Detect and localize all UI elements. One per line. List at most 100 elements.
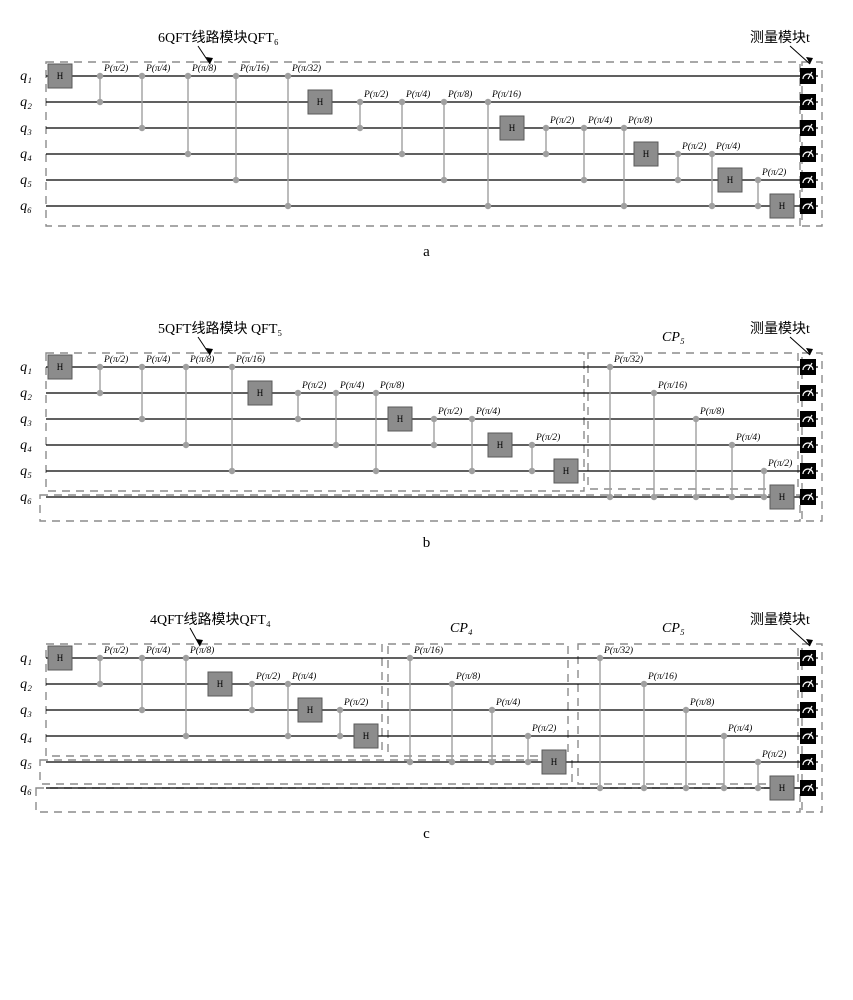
qubit-label: q₆ — [20, 490, 32, 505]
h-gate-label: H — [257, 388, 264, 398]
cp-dot-target — [295, 390, 301, 396]
module-label: CP₄ — [450, 621, 473, 636]
cp-dot-control — [651, 494, 657, 500]
phase-label: P(π/4) — [587, 115, 612, 126]
module-box — [588, 353, 798, 489]
cp-dot-target — [489, 707, 495, 713]
measure-gate — [800, 385, 816, 401]
measure-gate — [800, 68, 816, 84]
cp-dot-control — [139, 416, 145, 422]
cp-dot-target — [139, 73, 145, 79]
qubit-label: q₅ — [20, 173, 32, 188]
phase-label: P(π/2) — [535, 432, 560, 443]
cp-dot-control — [693, 494, 699, 500]
h-gate-label: H — [563, 466, 570, 476]
measure-gate — [800, 489, 816, 505]
cp-dot-target — [399, 99, 405, 105]
qubit-label: q₅ — [20, 464, 32, 479]
phase-label: P(π/4) — [339, 380, 364, 391]
cp-dot-control — [441, 177, 447, 183]
cp-dot-target — [185, 73, 191, 79]
cp-dot-target — [233, 73, 239, 79]
phase-label: P(π/4) — [727, 723, 752, 734]
measure-gate — [800, 702, 816, 718]
cp-dot-target — [597, 655, 603, 661]
cp-dot-target — [357, 99, 363, 105]
cp-dot-control — [183, 733, 189, 739]
phase-label: P(π/8) — [689, 697, 714, 708]
phase-label: P(π/16) — [239, 63, 269, 74]
cp-dot-target — [97, 364, 103, 370]
measure-gate — [800, 676, 816, 692]
callout-line — [790, 628, 810, 646]
module-label: 4QFT线路模块QFT₄ — [150, 612, 271, 628]
cp-dot-control — [755, 785, 761, 791]
cp-dot-control — [485, 203, 491, 209]
phase-label: P(π/16) — [235, 354, 265, 365]
cp-dot-target — [607, 364, 613, 370]
h-gate-label: H — [509, 123, 516, 133]
h-gate-label: H — [551, 757, 558, 767]
module-label: CP₅ — [662, 621, 685, 636]
cp-dot-target — [683, 707, 689, 713]
module-label: 测量模块t — [750, 30, 810, 46]
phase-label: P(π/2) — [681, 141, 706, 152]
cp-dot-target — [431, 416, 437, 422]
cp-dot-control — [407, 759, 413, 765]
cp-dot-target — [373, 390, 379, 396]
cp-dot-target — [249, 681, 255, 687]
phase-label: P(π/4) — [495, 697, 520, 708]
cp-dot-control — [597, 785, 603, 791]
cp-dot-control — [185, 151, 191, 157]
measure-gate — [800, 780, 816, 796]
cp-dot-target — [529, 442, 535, 448]
h-gate-label: H — [727, 175, 734, 185]
qubit-label: q₂ — [20, 677, 32, 692]
circuit-c: q₁q₂q₃q₄q₅q₆P(π/2)P(π/4)P(π/8)P(π/2)P(π/… — [10, 602, 843, 843]
phase-label: P(π/4) — [405, 89, 430, 100]
cp-dot-target — [641, 681, 647, 687]
subfigure-caption: b — [10, 535, 843, 552]
circuit-svg-b: q₁q₂q₃q₄q₅q₆P(π/2)P(π/4)P(π/8)P(π/16)P(π… — [10, 311, 830, 527]
cp-dot-control — [285, 203, 291, 209]
measure-gate — [800, 728, 816, 744]
measure-gate — [800, 146, 816, 162]
cp-dot-target — [229, 364, 235, 370]
cp-dot-target — [139, 655, 145, 661]
cp-dot-control — [675, 177, 681, 183]
measure-gate — [800, 359, 816, 375]
phase-label: P(π/2) — [343, 697, 368, 708]
cp-dot-target — [183, 655, 189, 661]
cp-dot-target — [407, 655, 413, 661]
phase-label: P(π/8) — [627, 115, 652, 126]
phase-label: P(π/2) — [531, 723, 556, 734]
phase-label: P(π/8) — [191, 63, 216, 74]
callout-arrowhead — [206, 57, 213, 64]
cp-dot-target — [675, 151, 681, 157]
callout-arrowhead — [806, 639, 813, 646]
cp-dot-control — [621, 203, 627, 209]
cp-dot-target — [139, 364, 145, 370]
cp-dot-target — [693, 416, 699, 422]
callout-line — [790, 337, 810, 355]
cp-dot-control — [373, 468, 379, 474]
qubit-label: q₅ — [20, 755, 32, 770]
measure-gate — [800, 120, 816, 136]
phase-label: P(π/2) — [761, 749, 786, 760]
cp-dot-target — [485, 99, 491, 105]
measure-gate — [800, 650, 816, 666]
cp-dot-control — [139, 125, 145, 131]
module-box — [46, 644, 382, 756]
cp-dot-control — [337, 733, 343, 739]
qubit-label: q₁ — [20, 69, 32, 84]
cp-dot-control — [683, 785, 689, 791]
cp-dot-control — [709, 203, 715, 209]
h-gate-label: H — [363, 731, 370, 741]
module-label: 测量模块t — [750, 321, 810, 337]
module-label: 5QFT线路模块 QFT₅ — [158, 321, 282, 337]
cp-dot-control — [431, 442, 437, 448]
module-label: 6QFT线路模块QFT₆ — [158, 30, 279, 46]
phase-label: P(π/4) — [145, 63, 170, 74]
cp-dot-target — [469, 416, 475, 422]
h-gate-label: H — [643, 149, 650, 159]
